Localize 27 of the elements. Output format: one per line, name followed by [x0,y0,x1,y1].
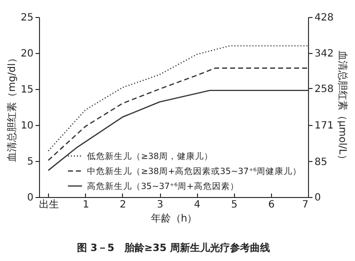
legend-label: 高危新生儿（35~37⁺⁶周+高危因素） [87,181,239,192]
x-tick-label: 4 [194,200,200,210]
x-axis-title: 年龄（h） [150,212,198,224]
y2-tick-label: 85 [314,156,328,168]
x-tick-label: 6 [268,200,275,210]
x-tick-label: 7 [302,200,308,210]
x-tick-label: 2 [120,200,126,210]
y-tick-label: 0 [27,192,34,204]
legend-label: 低危新生儿（≥38周，健康儿） [87,151,213,162]
y2-tick-label: 0 [314,192,321,204]
x-tick-label: 5 [231,200,238,210]
y2-tick-label: 342 [314,48,334,60]
x-tick-label: 出生 [38,198,59,210]
y2-tick-label: 428 [314,12,334,24]
y-tick-label: 10 [20,120,34,132]
y-tick-label: 25 [20,12,34,24]
y2-axis-title: 血清总胆红素（μmol/L） [336,50,349,164]
legend-label: 中危新生儿（≥38周+高危因素或35~37⁺⁶周健康儿） [87,166,302,177]
y-axis-title: 血清总胆红素（mg/dl） [6,53,18,162]
y2-tick-label: 171 [314,120,334,132]
text: 图 3－5 胎龄≥35 周新生儿光疗参考曲线 [76,242,270,254]
y-tick-label: 20 [20,48,34,60]
x-tick-label: 3 [156,200,164,210]
x-tick-label: 1 [82,200,90,210]
y2-tick-label: 258 [314,84,334,95]
y-tick-label: 15 [20,84,34,96]
y-tick-label: 5 [27,156,34,168]
